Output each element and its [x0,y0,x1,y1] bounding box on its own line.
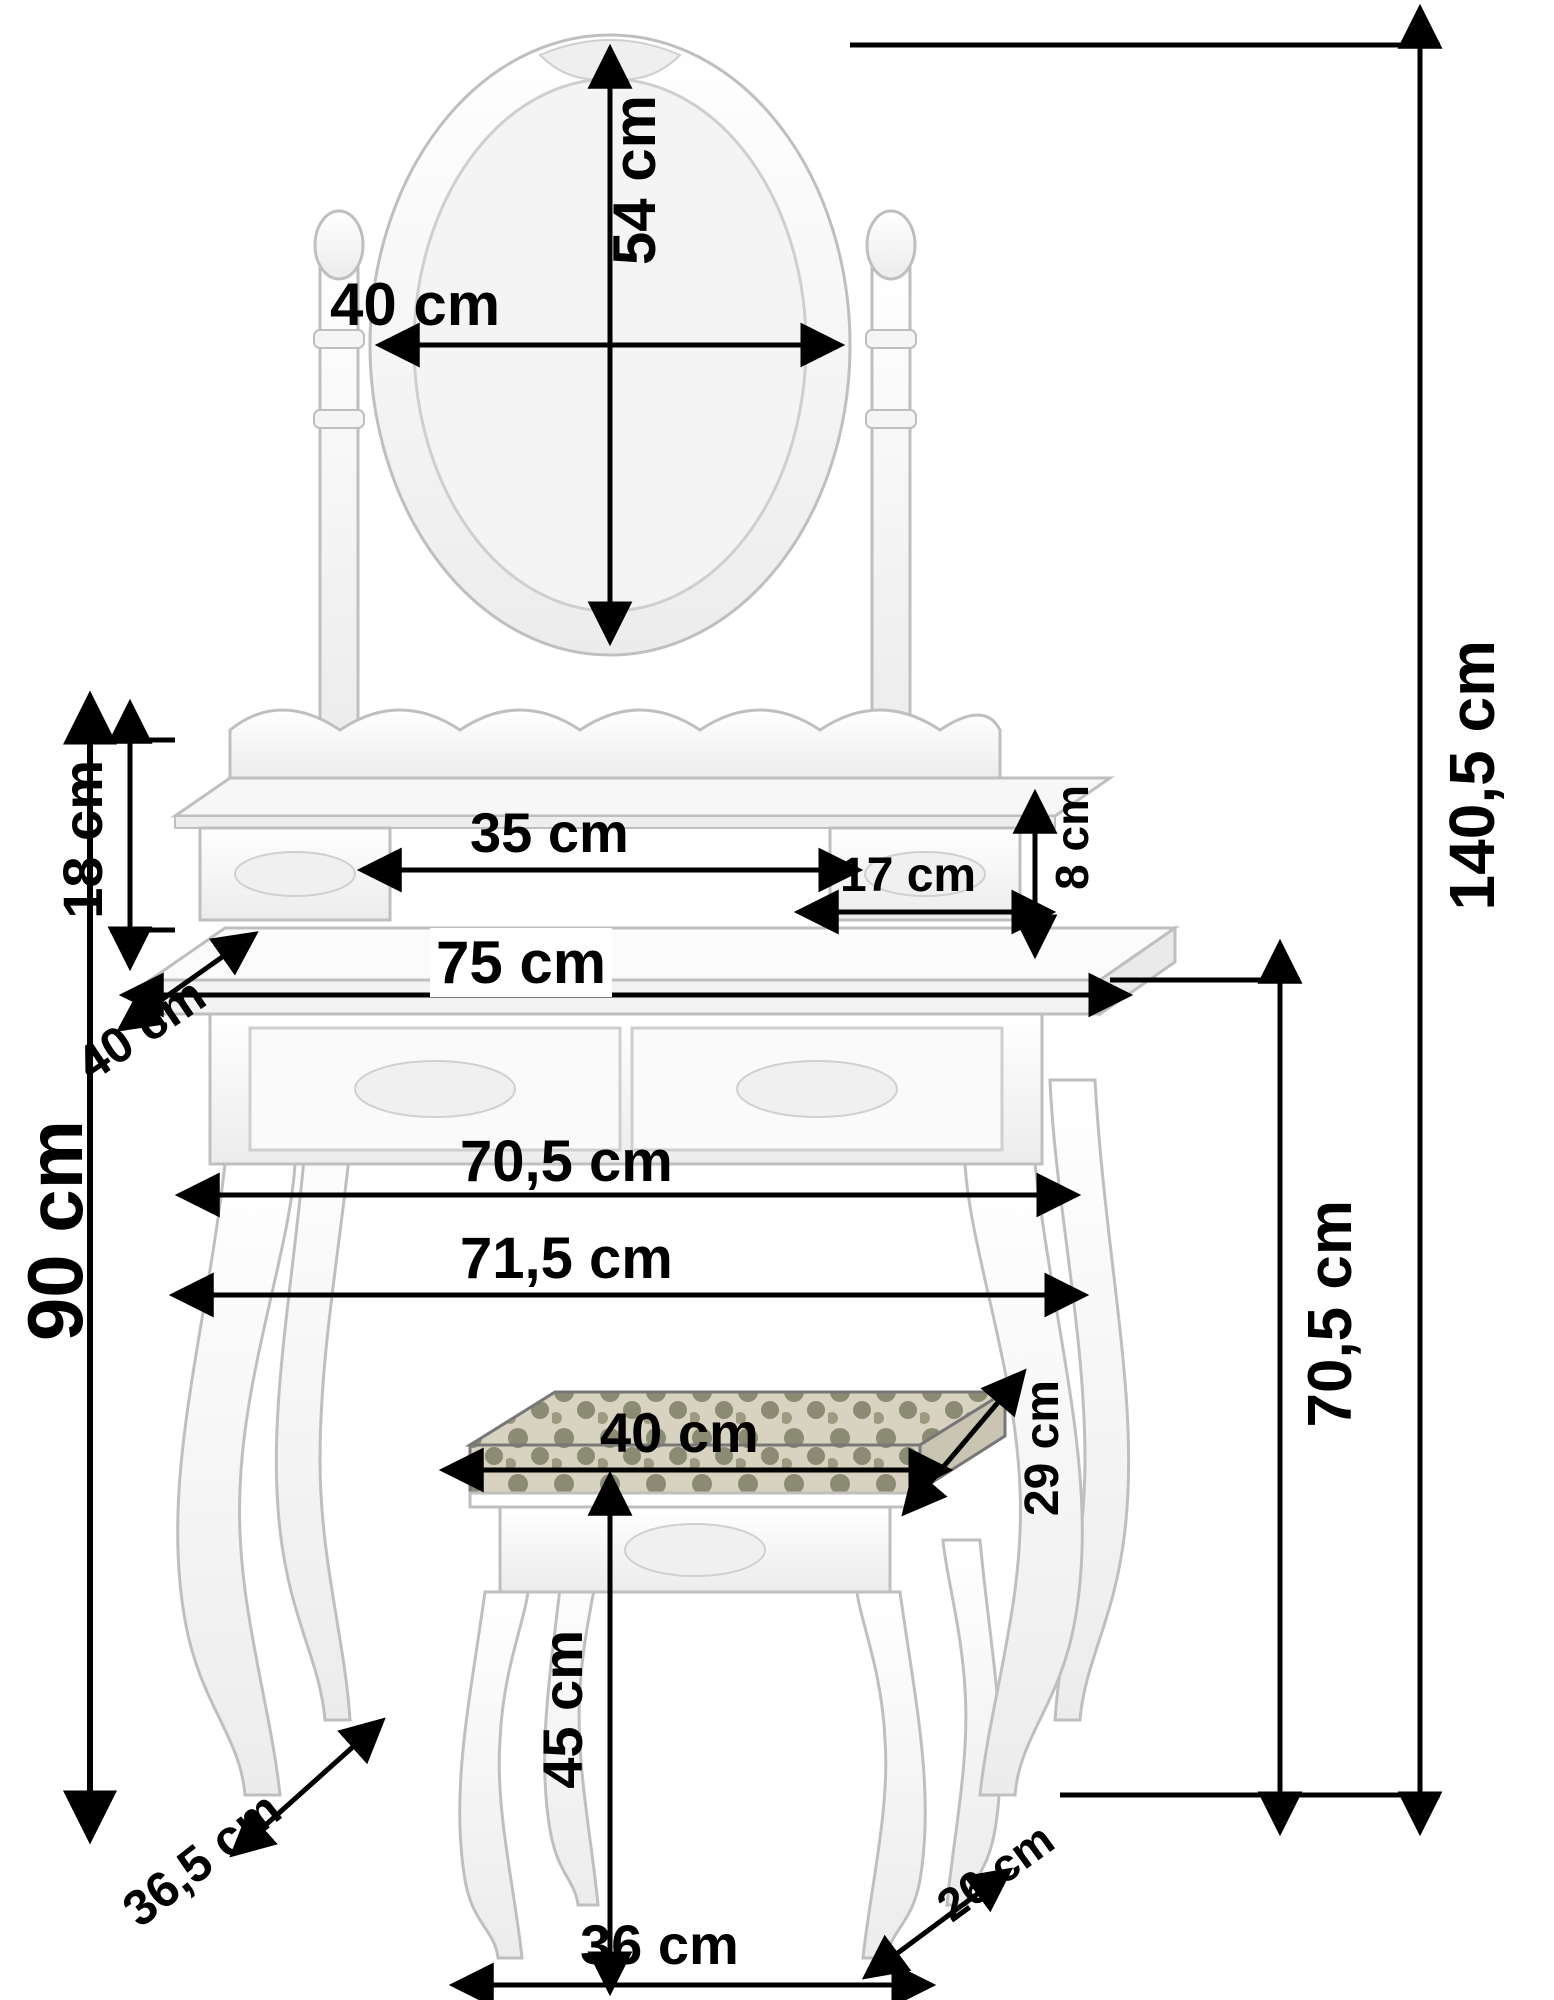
small-drawer-left [200,828,390,920]
dim-total-h: 140,5 cm [1435,640,1509,910]
dim-table-h: 70,5 cm [1295,1200,1366,1428]
stool-leg-front-right [857,1592,925,1958]
dim-mirror-w: 40 cm [330,270,500,339]
table-top [150,928,1175,1014]
dim-drawer-w: 70,5 cm [460,1128,673,1195]
dim-mirror-h: 54 cm [600,95,669,265]
stool-apron [500,1507,890,1592]
dim-stool-w: 40 cm [600,1400,759,1465]
dim-small-h: 8 cm [1045,785,1099,890]
dim-stool-d: 29 cm [1015,1380,1070,1516]
large-drawer-right [632,1028,1002,1150]
mirror-post-right [866,211,916,740]
dim-stool-foot-w: 36 cm [580,1912,739,1977]
stool-leg-front-left [460,1592,528,1958]
dim-90: 90 cm [10,1120,101,1341]
furniture-drawing [0,0,1554,2000]
dim-small-w: 17 cm [840,848,976,903]
dim-leg-span: 71,5 cm [460,1225,673,1292]
dim-top-w: 75 cm [430,928,612,997]
dim-shelf-gap: 35 cm [470,800,629,865]
dim-upper-h: 18 cm [50,760,115,919]
dim-stool-h: 45 cm [530,1630,595,1789]
upper-shelf [175,778,1110,828]
technical-dimension-diagram: 54 cm 40 cm 35 cm 17 cm 8 cm 18 cm 75 cm… [0,0,1554,2000]
